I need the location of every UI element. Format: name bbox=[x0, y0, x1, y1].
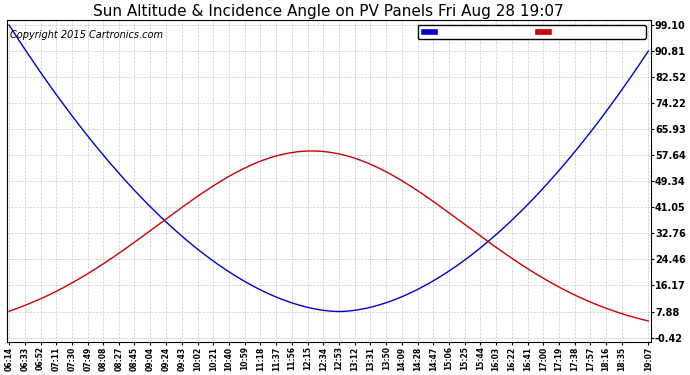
Legend: Incident (Angle °), Altitude (Angle °): Incident (Angle °), Altitude (Angle °) bbox=[417, 25, 647, 39]
Title: Sun Altitude & Incidence Angle on PV Panels Fri Aug 28 19:07: Sun Altitude & Incidence Angle on PV Pan… bbox=[93, 4, 564, 19]
Text: Copyright 2015 Cartronics.com: Copyright 2015 Cartronics.com bbox=[10, 30, 163, 40]
